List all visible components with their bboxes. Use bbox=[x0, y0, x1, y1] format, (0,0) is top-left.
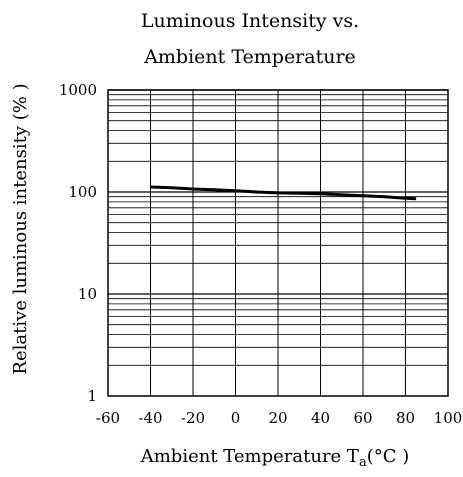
plot-grid bbox=[108, 89, 448, 396]
x-tick-label: 0 bbox=[231, 409, 241, 427]
y-axis-title: Relative luminous intensity (% ) bbox=[10, 83, 31, 374]
x-tick-label: -20 bbox=[181, 409, 205, 427]
x-tick-label: 60 bbox=[353, 409, 372, 427]
x-tick-label: 40 bbox=[311, 409, 330, 427]
plot-frame bbox=[107, 89, 449, 397]
y-tick-labels: 1 10 100 1000 bbox=[59, 81, 97, 405]
x-axis-title-main: Ambient Temperature T bbox=[140, 446, 359, 467]
x-tick-label: 20 bbox=[268, 409, 287, 427]
series-line bbox=[150, 185, 417, 201]
x-tick-label: 80 bbox=[396, 409, 415, 427]
y-tick-label: 1 bbox=[87, 387, 97, 405]
y-tick-label: 1000 bbox=[59, 81, 97, 99]
y-tick-label: 10 bbox=[78, 285, 97, 303]
data-series bbox=[150, 185, 417, 201]
x-tick-label: 100 bbox=[434, 409, 463, 427]
x-axis-title-subscript: a bbox=[359, 455, 367, 470]
x-axis-title: Ambient Temperature Ta(°C ) bbox=[140, 446, 410, 470]
x-tick-label: -60 bbox=[96, 409, 120, 427]
chart-title-line-2: Ambient Temperature bbox=[143, 46, 356, 68]
x-tick-labels: -60 -40 -20 0 20 40 60 80 100 bbox=[96, 409, 462, 427]
chart-title-line-1: Luminous Intensity vs. bbox=[141, 10, 359, 32]
x-tick-label: -40 bbox=[138, 409, 162, 427]
x-axis-title-unit: (°C ) bbox=[367, 446, 410, 467]
y-tick-label: 100 bbox=[68, 183, 97, 201]
